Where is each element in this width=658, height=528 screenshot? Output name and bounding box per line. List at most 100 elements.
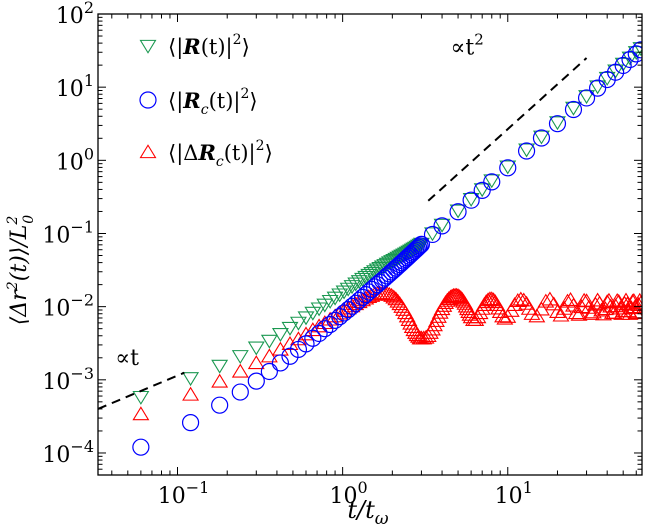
legend: ⟨|R(t)|2⟩ ⟨|Rc(t)|2⟩ ⟨|ΔRc(t)|2⟩ bbox=[139, 32, 273, 170]
data-point bbox=[132, 390, 150, 405]
y-tick-label: 10−4 bbox=[42, 437, 94, 468]
data-point bbox=[442, 289, 459, 304]
legend-label: ⟨|Rc(t)|2⟩ bbox=[168, 86, 258, 118]
y-tick-labels: 10−4 10−3 10−2 10−1 100 101 102 bbox=[42, 0, 94, 468]
data-point bbox=[260, 362, 278, 381]
y-tick-label: 10−3 bbox=[42, 364, 94, 395]
legend-entry-Rc: ⟨|Rc(t)|2⟩ bbox=[139, 86, 258, 118]
data-point bbox=[378, 285, 396, 300]
series-Rc bbox=[132, 41, 642, 456]
y-tick-label: 10−1 bbox=[42, 217, 94, 248]
data-point bbox=[281, 321, 299, 336]
data-point bbox=[532, 130, 550, 145]
data-point bbox=[517, 142, 536, 160]
data-point bbox=[247, 372, 265, 390]
data-point bbox=[182, 372, 200, 387]
data-point bbox=[548, 115, 567, 133]
data-point bbox=[357, 270, 375, 285]
reference-line-label: ∝t bbox=[115, 346, 139, 371]
data-point bbox=[449, 288, 467, 303]
data-point bbox=[506, 296, 524, 311]
data-point bbox=[385, 289, 403, 304]
data-point bbox=[598, 294, 616, 309]
data-point bbox=[347, 294, 365, 312]
data-point bbox=[473, 183, 491, 198]
plot-frame bbox=[97, 13, 643, 476]
y-tick-label: 100 bbox=[56, 144, 94, 175]
data-point bbox=[304, 329, 322, 347]
data-point bbox=[512, 291, 530, 306]
legend-label: ⟨|R(t)|2⟩ bbox=[168, 32, 250, 60]
data-point bbox=[545, 296, 563, 311]
reference-line-slope-1 bbox=[97, 371, 185, 410]
data-point bbox=[449, 204, 467, 219]
data-point bbox=[473, 181, 491, 200]
x-axis-label: t/tω bbox=[347, 496, 388, 528]
annotations: ∝t ∝t2 bbox=[115, 30, 483, 370]
data-point bbox=[499, 159, 517, 177]
data-point bbox=[628, 304, 642, 319]
legend-label: ⟨|ΔRc(t)|2⟩ bbox=[168, 138, 273, 170]
data-point bbox=[383, 287, 401, 302]
data-point bbox=[304, 306, 322, 321]
data-point bbox=[350, 275, 368, 290]
data-point bbox=[412, 235, 431, 253]
data-point bbox=[326, 291, 344, 306]
data-point bbox=[415, 330, 433, 345]
data-point bbox=[132, 406, 150, 421]
data-point bbox=[541, 291, 559, 306]
data-point bbox=[211, 396, 229, 414]
data-point bbox=[409, 238, 428, 256]
data-point bbox=[310, 324, 328, 343]
data-point bbox=[423, 225, 442, 244]
data-point bbox=[231, 350, 249, 365]
data-point bbox=[537, 293, 555, 308]
y-tick-label: 10−2 bbox=[42, 291, 94, 322]
data-point bbox=[627, 305, 642, 320]
data-point bbox=[532, 129, 551, 147]
data-point bbox=[564, 100, 583, 119]
data-point bbox=[339, 282, 357, 297]
data-point bbox=[483, 174, 501, 189]
data-point bbox=[424, 227, 441, 242]
data-point bbox=[411, 237, 429, 255]
data-point bbox=[316, 320, 334, 338]
y-tick-label: 101 bbox=[56, 71, 94, 102]
data-point bbox=[132, 438, 150, 456]
data-point bbox=[499, 160, 517, 175]
data-point bbox=[417, 329, 435, 344]
data-point bbox=[231, 383, 249, 401]
data-point bbox=[496, 310, 514, 325]
data-point bbox=[297, 326, 315, 341]
data-point bbox=[310, 318, 328, 333]
reference-line-slope-2 bbox=[427, 57, 588, 202]
reference-lines bbox=[97, 57, 588, 410]
x-tick-label: 101 bbox=[495, 478, 533, 509]
data-point bbox=[578, 90, 596, 105]
data-point bbox=[462, 192, 480, 207]
data-point bbox=[570, 306, 588, 321]
data-point bbox=[596, 301, 614, 316]
data-point bbox=[408, 240, 426, 258]
data-point bbox=[564, 101, 582, 116]
data-point bbox=[449, 203, 467, 221]
data-point bbox=[589, 79, 607, 97]
legend-marker bbox=[139, 144, 157, 159]
data-point bbox=[483, 173, 501, 191]
data-point bbox=[632, 41, 642, 59]
x-tick-labels: 10−1 100 101 bbox=[158, 478, 533, 509]
x-tick-label: 10−1 bbox=[158, 478, 210, 509]
data-point bbox=[611, 300, 629, 315]
data-point bbox=[182, 386, 200, 401]
series-dRc bbox=[132, 285, 642, 421]
data-point bbox=[614, 56, 632, 75]
data-point bbox=[331, 288, 349, 303]
data-point bbox=[627, 45, 642, 63]
data-point bbox=[433, 218, 451, 233]
data-point bbox=[462, 191, 480, 209]
data-point bbox=[621, 50, 639, 69]
legend-entry-R: ⟨|R(t)|2⟩ bbox=[139, 32, 250, 60]
data-point bbox=[532, 301, 550, 316]
data-point bbox=[632, 295, 642, 310]
